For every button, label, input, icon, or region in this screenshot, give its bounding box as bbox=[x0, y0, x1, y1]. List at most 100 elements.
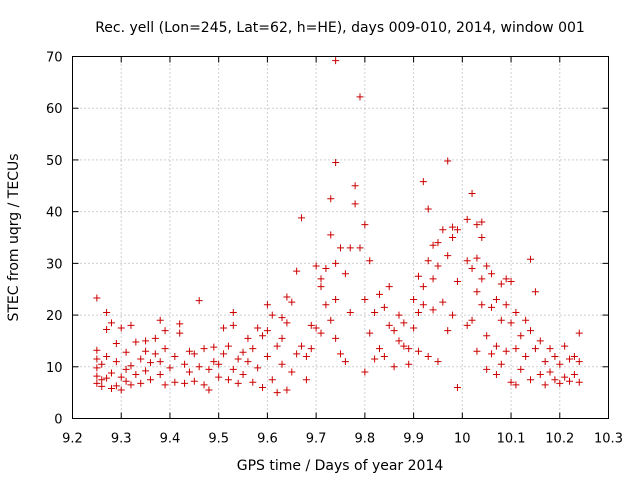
data-point bbox=[137, 379, 145, 387]
data-point bbox=[375, 290, 383, 298]
data-point bbox=[371, 355, 379, 363]
data-points bbox=[93, 57, 583, 397]
data-point bbox=[507, 378, 515, 386]
axis-ticks: 9.2 9.3 9.4 9.5 9.6 9.7 9.8 9.9 10 10.1 10.2 10.3 0 1… bbox=[46, 51, 623, 447]
data-point bbox=[171, 378, 179, 386]
data-point bbox=[429, 241, 437, 249]
data-point bbox=[132, 338, 140, 346]
x-tick-label: 9.5 bbox=[208, 432, 229, 447]
data-point bbox=[380, 303, 388, 311]
data-point bbox=[268, 376, 276, 384]
data-point bbox=[434, 262, 442, 270]
data-point bbox=[229, 308, 237, 316]
data-point bbox=[478, 275, 486, 283]
data-point bbox=[502, 275, 510, 283]
data-point bbox=[93, 355, 101, 363]
data-point bbox=[424, 257, 432, 265]
data-point bbox=[405, 360, 413, 368]
data-point bbox=[405, 345, 413, 353]
data-point bbox=[302, 376, 310, 384]
data-point bbox=[117, 386, 125, 394]
data-point bbox=[283, 319, 291, 327]
data-point bbox=[98, 382, 106, 390]
data-point bbox=[492, 296, 500, 304]
data-point bbox=[566, 355, 574, 363]
data-point bbox=[351, 182, 359, 190]
data-point bbox=[346, 308, 354, 316]
plot-frame bbox=[72, 56, 609, 419]
x-tick-label: 9.8 bbox=[355, 432, 376, 447]
data-point bbox=[103, 374, 111, 382]
data-point bbox=[317, 283, 325, 291]
data-point bbox=[419, 283, 427, 291]
data-point bbox=[263, 301, 271, 309]
data-point bbox=[156, 371, 164, 379]
data-point bbox=[478, 301, 486, 309]
data-point bbox=[483, 365, 491, 373]
data-point bbox=[254, 364, 262, 372]
data-point bbox=[434, 239, 442, 247]
x-tick-label: 9.7 bbox=[306, 432, 327, 447]
data-point bbox=[205, 365, 213, 373]
data-point bbox=[161, 345, 169, 353]
data-point bbox=[122, 348, 130, 356]
data-point bbox=[220, 324, 228, 332]
data-point bbox=[112, 382, 120, 390]
data-point bbox=[439, 298, 447, 306]
data-point bbox=[239, 348, 247, 356]
data-point bbox=[278, 360, 286, 368]
data-point bbox=[142, 337, 150, 345]
data-point bbox=[395, 337, 403, 345]
data-point bbox=[341, 270, 349, 278]
data-point bbox=[473, 254, 481, 262]
data-point bbox=[234, 379, 242, 387]
data-point bbox=[117, 324, 125, 332]
data-point bbox=[536, 371, 544, 379]
data-point bbox=[473, 347, 481, 355]
data-point bbox=[107, 319, 115, 327]
data-point bbox=[112, 340, 120, 348]
data-point bbox=[132, 371, 140, 379]
data-point bbox=[351, 200, 359, 208]
data-point bbox=[483, 262, 491, 270]
data-point bbox=[332, 259, 340, 267]
data-point bbox=[449, 311, 457, 319]
data-point bbox=[312, 262, 320, 270]
data-point bbox=[337, 350, 344, 358]
data-point bbox=[453, 226, 461, 234]
data-point bbox=[317, 275, 325, 283]
data-point bbox=[429, 275, 437, 283]
data-point bbox=[507, 319, 515, 327]
data-point bbox=[181, 379, 189, 387]
data-point bbox=[570, 352, 578, 360]
y-tick-label: 40 bbox=[46, 206, 63, 221]
x-tick-label: 9.9 bbox=[403, 432, 424, 447]
data-point bbox=[395, 311, 403, 319]
data-point bbox=[337, 244, 344, 252]
data-point bbox=[468, 316, 476, 324]
data-point bbox=[332, 296, 340, 304]
data-point bbox=[512, 381, 520, 389]
data-point bbox=[507, 277, 515, 285]
data-point bbox=[385, 283, 393, 291]
data-point bbox=[473, 221, 481, 229]
data-point bbox=[112, 358, 120, 366]
data-point bbox=[190, 377, 198, 385]
data-point bbox=[185, 368, 193, 376]
data-point bbox=[488, 350, 496, 358]
data-point bbox=[502, 347, 510, 355]
data-point bbox=[356, 244, 364, 252]
data-point bbox=[229, 365, 237, 373]
data-point bbox=[488, 270, 496, 278]
data-point bbox=[200, 381, 208, 389]
data-point bbox=[512, 308, 520, 316]
data-point bbox=[356, 93, 364, 101]
data-point bbox=[527, 255, 535, 263]
data-point bbox=[142, 347, 150, 355]
data-point bbox=[283, 386, 291, 394]
data-point bbox=[527, 376, 535, 384]
data-point bbox=[229, 321, 237, 329]
data-point bbox=[332, 57, 340, 65]
data-point bbox=[468, 190, 476, 198]
data-point bbox=[127, 321, 135, 329]
